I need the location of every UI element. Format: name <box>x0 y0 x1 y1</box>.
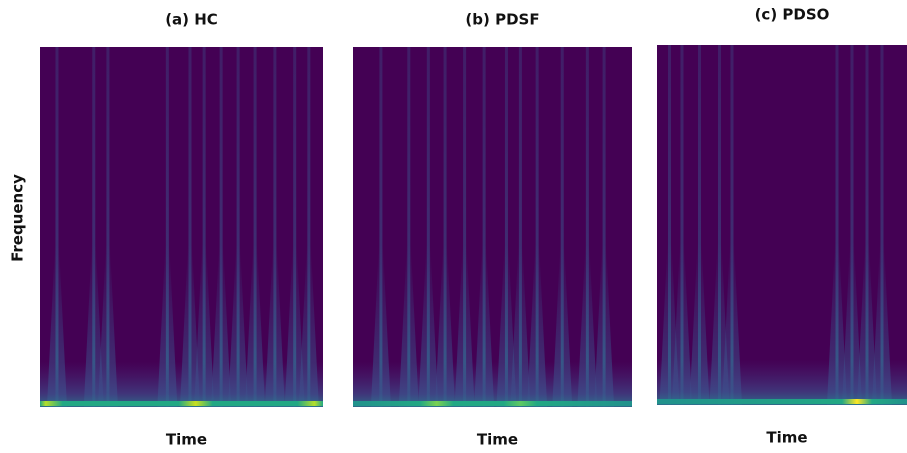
panel-title: (c) PDSO <box>755 6 830 24</box>
spectral-streak <box>273 47 277 407</box>
panel: (a) HC Time <box>40 11 323 449</box>
y-axis-label: Frequency <box>9 174 27 262</box>
spectral-streak <box>426 47 430 407</box>
spectral-streak <box>718 45 721 405</box>
low-frequency-line <box>40 401 323 406</box>
x-axis-label: Time <box>477 431 518 449</box>
spectral-streak <box>106 47 110 407</box>
spectral-streak <box>730 45 734 405</box>
spectral-streak <box>165 47 169 407</box>
x-axis-label: Time <box>766 429 807 447</box>
spectral-streak <box>293 47 297 407</box>
spectral-streak <box>55 47 59 407</box>
spectral-streak <box>698 45 701 405</box>
spectral-streak <box>307 47 311 407</box>
spectral-streak <box>379 47 383 407</box>
spectral-streak <box>202 47 206 407</box>
spectral-streak <box>518 47 522 407</box>
spectral-streak <box>560 47 564 407</box>
spectral-streak <box>535 47 539 407</box>
spectral-streak <box>482 47 486 407</box>
spectral-streak <box>585 47 589 407</box>
spectral-streak <box>504 47 508 407</box>
panel: (c) PDSO Time <box>657 6 907 447</box>
spectral-streak <box>92 47 96 407</box>
spectral-streak <box>835 45 839 405</box>
spectral-streak <box>443 47 447 407</box>
spectral-streak <box>253 47 257 407</box>
spectral-streak <box>680 45 684 405</box>
low-band <box>657 360 907 405</box>
panel-title: (b) PDSF <box>465 11 539 29</box>
low-band <box>40 362 323 407</box>
spectral-streak <box>236 47 240 407</box>
spectral-streak <box>880 45 884 405</box>
spectral-streak <box>865 45 869 405</box>
panel-title: (a) HC <box>165 11 218 29</box>
spectral-streak <box>602 47 606 407</box>
low-frequency-line <box>353 401 632 406</box>
spectral-streak <box>463 47 467 407</box>
spectral-streak <box>668 45 671 405</box>
x-axis-label: Time <box>166 431 207 449</box>
spectral-streak <box>219 47 223 407</box>
panel: (b) PDSF Time <box>353 11 632 449</box>
low-band <box>353 362 632 407</box>
spectral-streak <box>407 47 411 407</box>
spectral-streak <box>850 45 854 405</box>
spectral-streak <box>188 47 192 407</box>
low-frequency-line <box>657 399 907 404</box>
